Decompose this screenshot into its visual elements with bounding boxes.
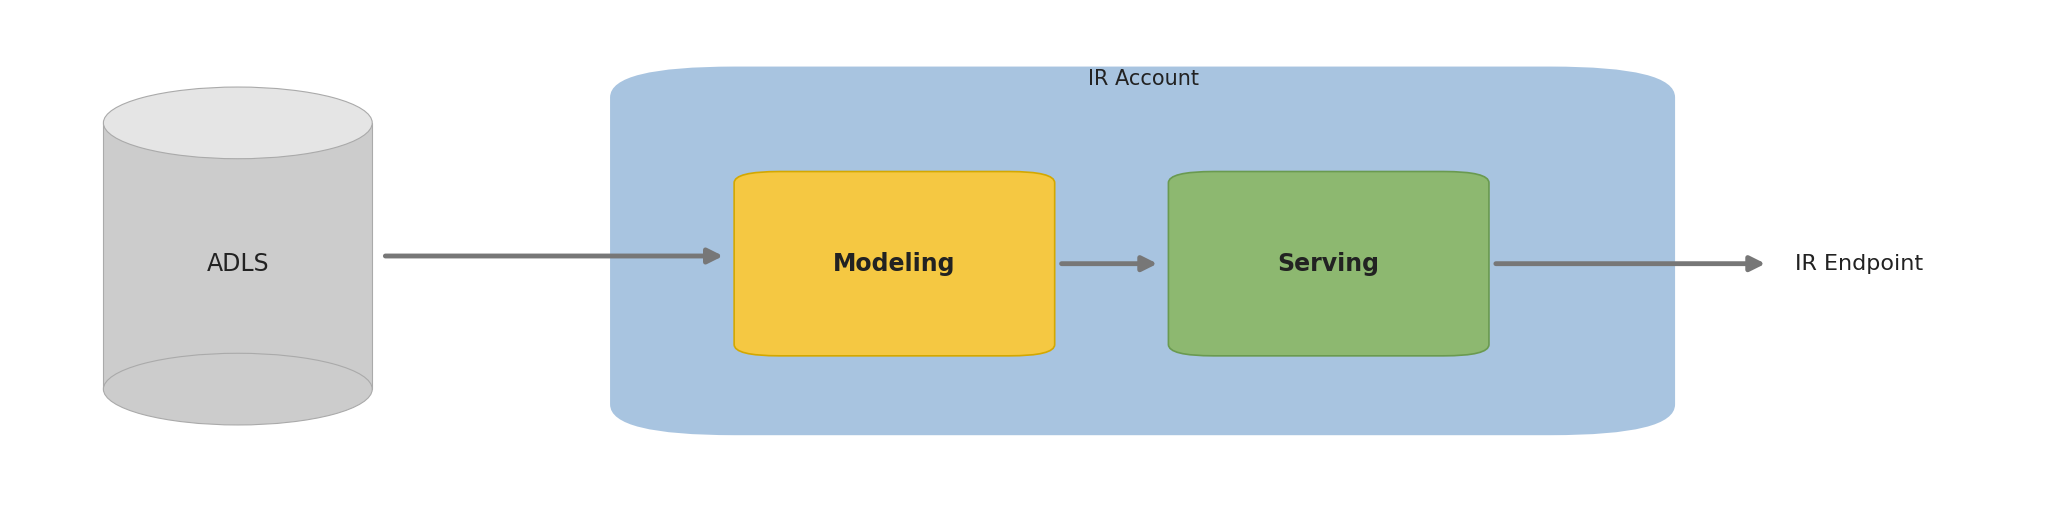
FancyBboxPatch shape <box>610 67 1675 435</box>
Polygon shape <box>103 123 372 389</box>
FancyBboxPatch shape <box>1168 172 1489 356</box>
Text: IR Endpoint: IR Endpoint <box>1795 253 1923 274</box>
Ellipse shape <box>103 353 372 425</box>
Ellipse shape <box>103 87 372 159</box>
Text: IR Account: IR Account <box>1088 69 1199 90</box>
FancyBboxPatch shape <box>734 172 1055 356</box>
Text: ADLS: ADLS <box>207 252 269 275</box>
Text: Modeling: Modeling <box>833 252 955 275</box>
Text: Serving: Serving <box>1278 252 1379 275</box>
